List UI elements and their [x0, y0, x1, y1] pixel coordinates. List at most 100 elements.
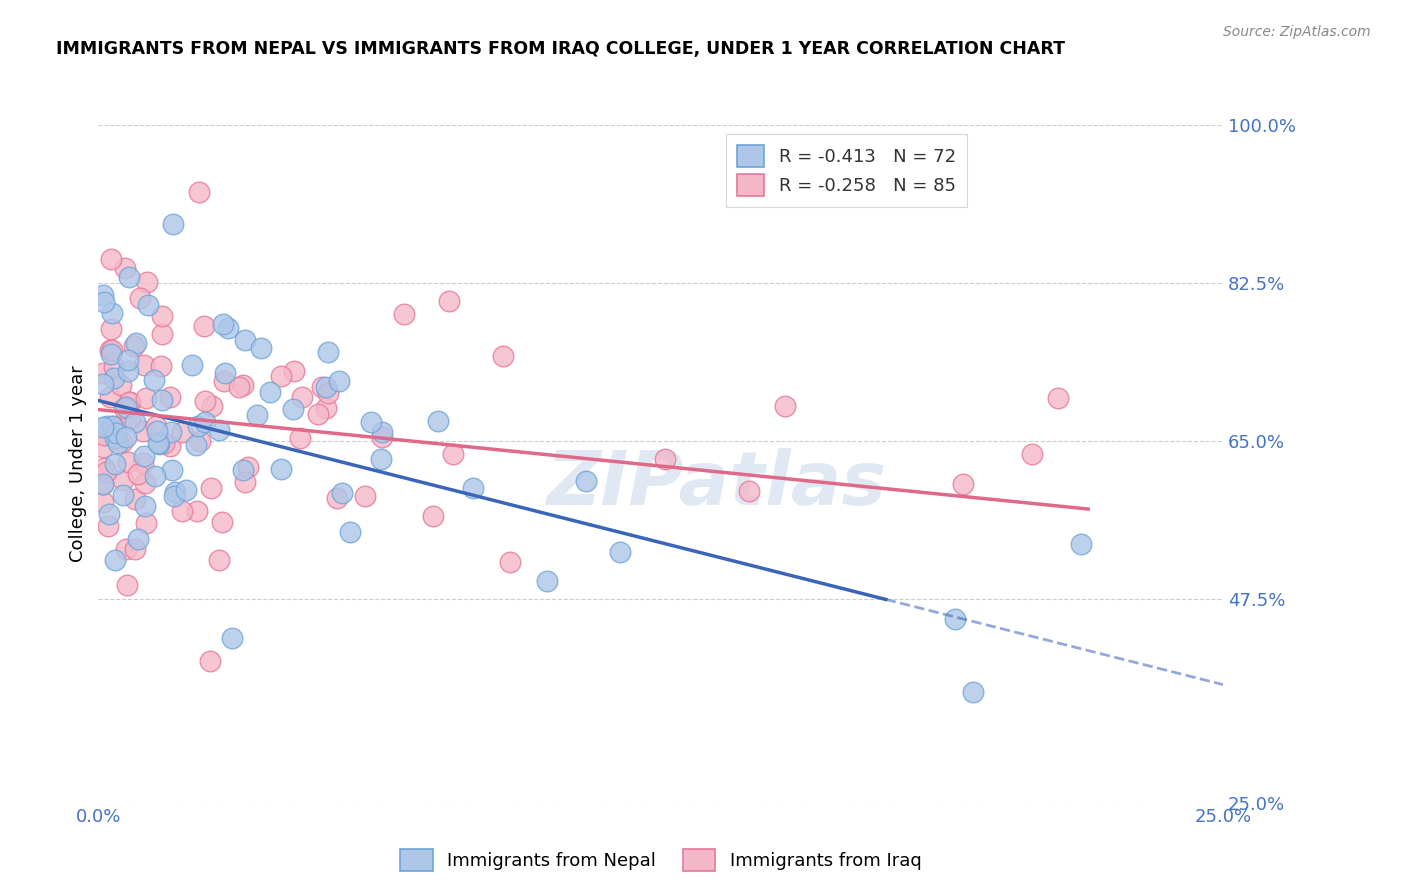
Point: [110, 378, 132, 392]
Point: [773, 399, 796, 413]
Point: [609, 545, 631, 559]
Point: [212, 374, 235, 388]
Point: [499, 555, 522, 569]
Point: [96, 419, 118, 434]
Point: [214, 366, 236, 380]
Point: [492, 349, 515, 363]
Point: [283, 364, 305, 378]
Point: [152, 393, 174, 408]
Point: [103, 418, 125, 433]
Point: [111, 434, 134, 449]
Point: [93, 295, 115, 310]
Point: [114, 260, 136, 275]
Point: [143, 469, 166, 483]
Point: [1070, 537, 1092, 551]
Point: [943, 612, 966, 626]
Point: [127, 467, 149, 482]
Point: [101, 305, 124, 319]
Point: [232, 378, 254, 392]
Point: [98, 390, 121, 404]
Point: [307, 407, 329, 421]
Point: [91, 476, 114, 491]
Point: [93, 460, 115, 475]
Point: [163, 489, 186, 503]
Point: [221, 632, 243, 646]
Point: [103, 359, 125, 374]
Legend: Immigrants from Nepal, Immigrants from Iraq: Immigrants from Nepal, Immigrants from I…: [392, 842, 929, 879]
Point: [194, 394, 217, 409]
Point: [330, 485, 353, 500]
Point: [91, 377, 114, 392]
Point: [115, 401, 138, 415]
Point: [160, 425, 183, 439]
Point: [200, 481, 222, 495]
Point: [103, 371, 125, 385]
Point: [232, 462, 254, 476]
Point: [91, 288, 114, 302]
Point: [117, 353, 139, 368]
Point: [233, 475, 256, 490]
Point: [212, 317, 235, 331]
Point: [104, 431, 127, 445]
Point: [136, 298, 159, 312]
Point: [134, 500, 156, 514]
Point: [117, 364, 139, 378]
Point: [120, 394, 142, 409]
Point: [188, 434, 211, 449]
Point: [100, 343, 122, 357]
Point: [962, 685, 984, 699]
Point: [536, 574, 558, 588]
Point: [422, 508, 444, 523]
Point: [186, 504, 208, 518]
Point: [118, 270, 141, 285]
Point: [326, 491, 349, 505]
Point: [217, 321, 239, 335]
Point: [270, 462, 292, 476]
Point: [159, 390, 181, 404]
Point: [128, 291, 150, 305]
Point: [311, 380, 333, 394]
Point: [100, 252, 122, 266]
Point: [111, 473, 134, 487]
Point: [187, 186, 209, 200]
Point: [176, 483, 198, 498]
Point: [100, 322, 122, 336]
Point: [250, 341, 273, 355]
Point: [91, 477, 114, 491]
Point: [228, 380, 250, 394]
Point: [150, 359, 173, 373]
Point: [172, 425, 194, 440]
Point: [291, 391, 314, 405]
Point: [159, 439, 181, 453]
Point: [339, 525, 361, 540]
Point: [198, 654, 221, 668]
Point: [952, 477, 974, 491]
Point: [107, 436, 129, 450]
Point: [354, 489, 377, 503]
Point: [136, 275, 159, 289]
Point: [180, 358, 202, 372]
Point: [135, 516, 157, 530]
Point: [328, 374, 350, 388]
Point: [153, 436, 176, 450]
Point: [318, 344, 340, 359]
Point: [738, 484, 761, 499]
Point: [124, 415, 146, 429]
Point: [105, 426, 128, 441]
Text: ZIPatlas: ZIPatlas: [547, 448, 887, 521]
Point: [134, 450, 156, 464]
Point: [91, 419, 114, 434]
Point: [426, 414, 449, 428]
Point: [162, 217, 184, 231]
Point: [132, 456, 155, 470]
Point: [246, 408, 269, 422]
Point: [117, 455, 139, 469]
Point: [97, 519, 120, 533]
Point: [127, 533, 149, 547]
Point: [146, 436, 169, 450]
Point: [135, 391, 157, 405]
Point: [115, 578, 138, 592]
Point: [360, 415, 382, 429]
Point: [187, 419, 209, 434]
Point: [441, 447, 464, 461]
